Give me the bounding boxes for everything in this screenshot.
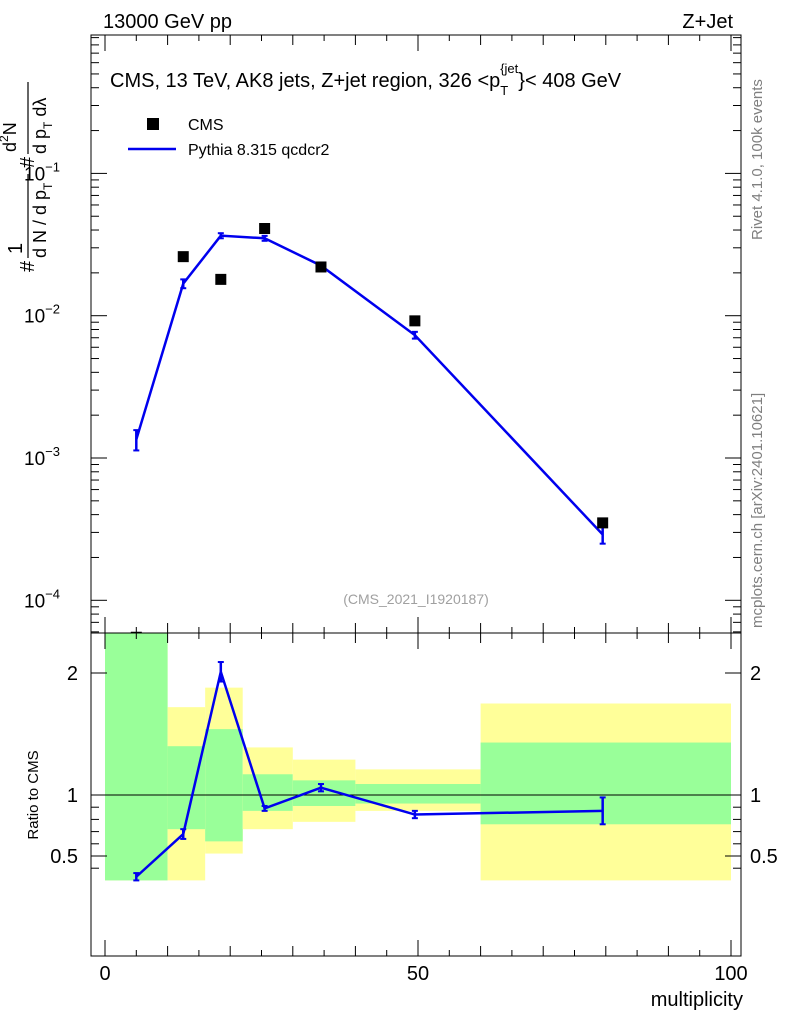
legend-pythia-label: Pythia 8.315 qcdcr2 xyxy=(188,142,330,159)
ratio-xtick-label: 100 xyxy=(714,963,747,985)
side-label-rivet: Rivet 4.1.0, 100k events xyxy=(749,79,766,240)
legend: CMS Pythia 8.315 qcdcr2 xyxy=(128,117,330,159)
ratio-xtick-label: 50 xyxy=(407,963,429,985)
svg-text:d N / d pT: d N / d pT xyxy=(30,182,55,258)
ratio-band-stat xyxy=(355,784,481,804)
ratio-ytick-label-left: 1 xyxy=(67,785,78,807)
cms-point xyxy=(215,273,227,285)
svg-text:#: # xyxy=(17,156,39,168)
header-process: Z+Jet xyxy=(682,11,733,33)
legend-cms-marker xyxy=(147,118,159,130)
main-ytick-label: 10−2 xyxy=(24,302,60,328)
cms-point xyxy=(597,517,609,529)
ratio-ytick-label-left: 0.5 xyxy=(50,846,78,868)
main-ytick-label: 10−1 xyxy=(24,159,60,185)
chart-title: CMS, 13 TeV, AK8 jets, Z+jet region, 326… xyxy=(110,61,622,98)
svg-text:d pT dλ: d pT dλ xyxy=(30,98,55,154)
cms-point xyxy=(177,251,189,263)
ratio-band-stat xyxy=(205,729,243,842)
ratio-ytick-label-right: 1 xyxy=(750,785,761,807)
cms-point xyxy=(409,315,421,327)
ratio-panel: 0.5 0.5 1 1 2 2 0 50 100 Ratio to CMS multiplic… xyxy=(25,632,778,1011)
ratio-ytick-label-right: 0.5 xyxy=(750,846,778,868)
ratio-xtick-label: 0 xyxy=(99,963,110,985)
main-panel: 10−1 10−2 10−3 10−4 CMS, 13 TeV, AK8 jets, … xyxy=(0,34,742,634)
analysis-watermark: (CMS_2021_I1920187) xyxy=(343,591,489,607)
ratio-band-stat xyxy=(105,633,168,881)
ratio-band-stat xyxy=(480,742,731,825)
main-ytick-label: 10−4 xyxy=(24,586,60,612)
ratio-ytick-label-left: 2 xyxy=(67,663,78,685)
main-ylabel: # 1 d N / d pT # d2N d pT dλ xyxy=(0,82,55,272)
header-energy: 13000 GeV pp xyxy=(103,11,232,33)
cms-point xyxy=(315,261,327,273)
ratio-band-stat xyxy=(242,774,293,811)
ratio-ylabel: Ratio to CMS xyxy=(25,750,42,839)
ratio-band-stat xyxy=(292,780,356,806)
legend-cms-label: CMS xyxy=(188,117,224,134)
svg-text:#: # xyxy=(17,260,39,272)
x-axis-label: multiplicity xyxy=(651,989,743,1011)
pythia-line xyxy=(135,234,604,536)
svg-text:d2N: d2N xyxy=(0,122,20,152)
svg-text:1: 1 xyxy=(5,243,27,254)
side-label-mcplots: mcplots.cern.ch [arXiv:2401.10621] xyxy=(749,393,766,628)
cms-point xyxy=(259,223,271,235)
ratio-ytick-label-right: 2 xyxy=(750,663,761,685)
main-ytick-label: 10−3 xyxy=(24,444,60,470)
